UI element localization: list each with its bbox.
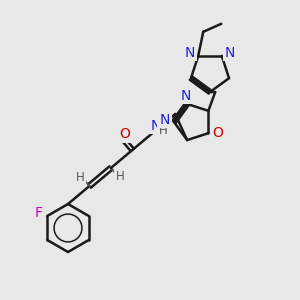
Text: N: N	[151, 119, 161, 133]
Text: O: O	[212, 126, 223, 140]
Text: N: N	[181, 89, 191, 103]
Text: H: H	[76, 171, 85, 184]
Text: O: O	[119, 127, 130, 141]
Text: N: N	[185, 46, 195, 60]
Text: H: H	[158, 124, 167, 136]
Text: N: N	[160, 113, 170, 127]
Text: H: H	[116, 169, 124, 183]
Text: F: F	[34, 206, 42, 220]
Text: N: N	[225, 46, 235, 60]
